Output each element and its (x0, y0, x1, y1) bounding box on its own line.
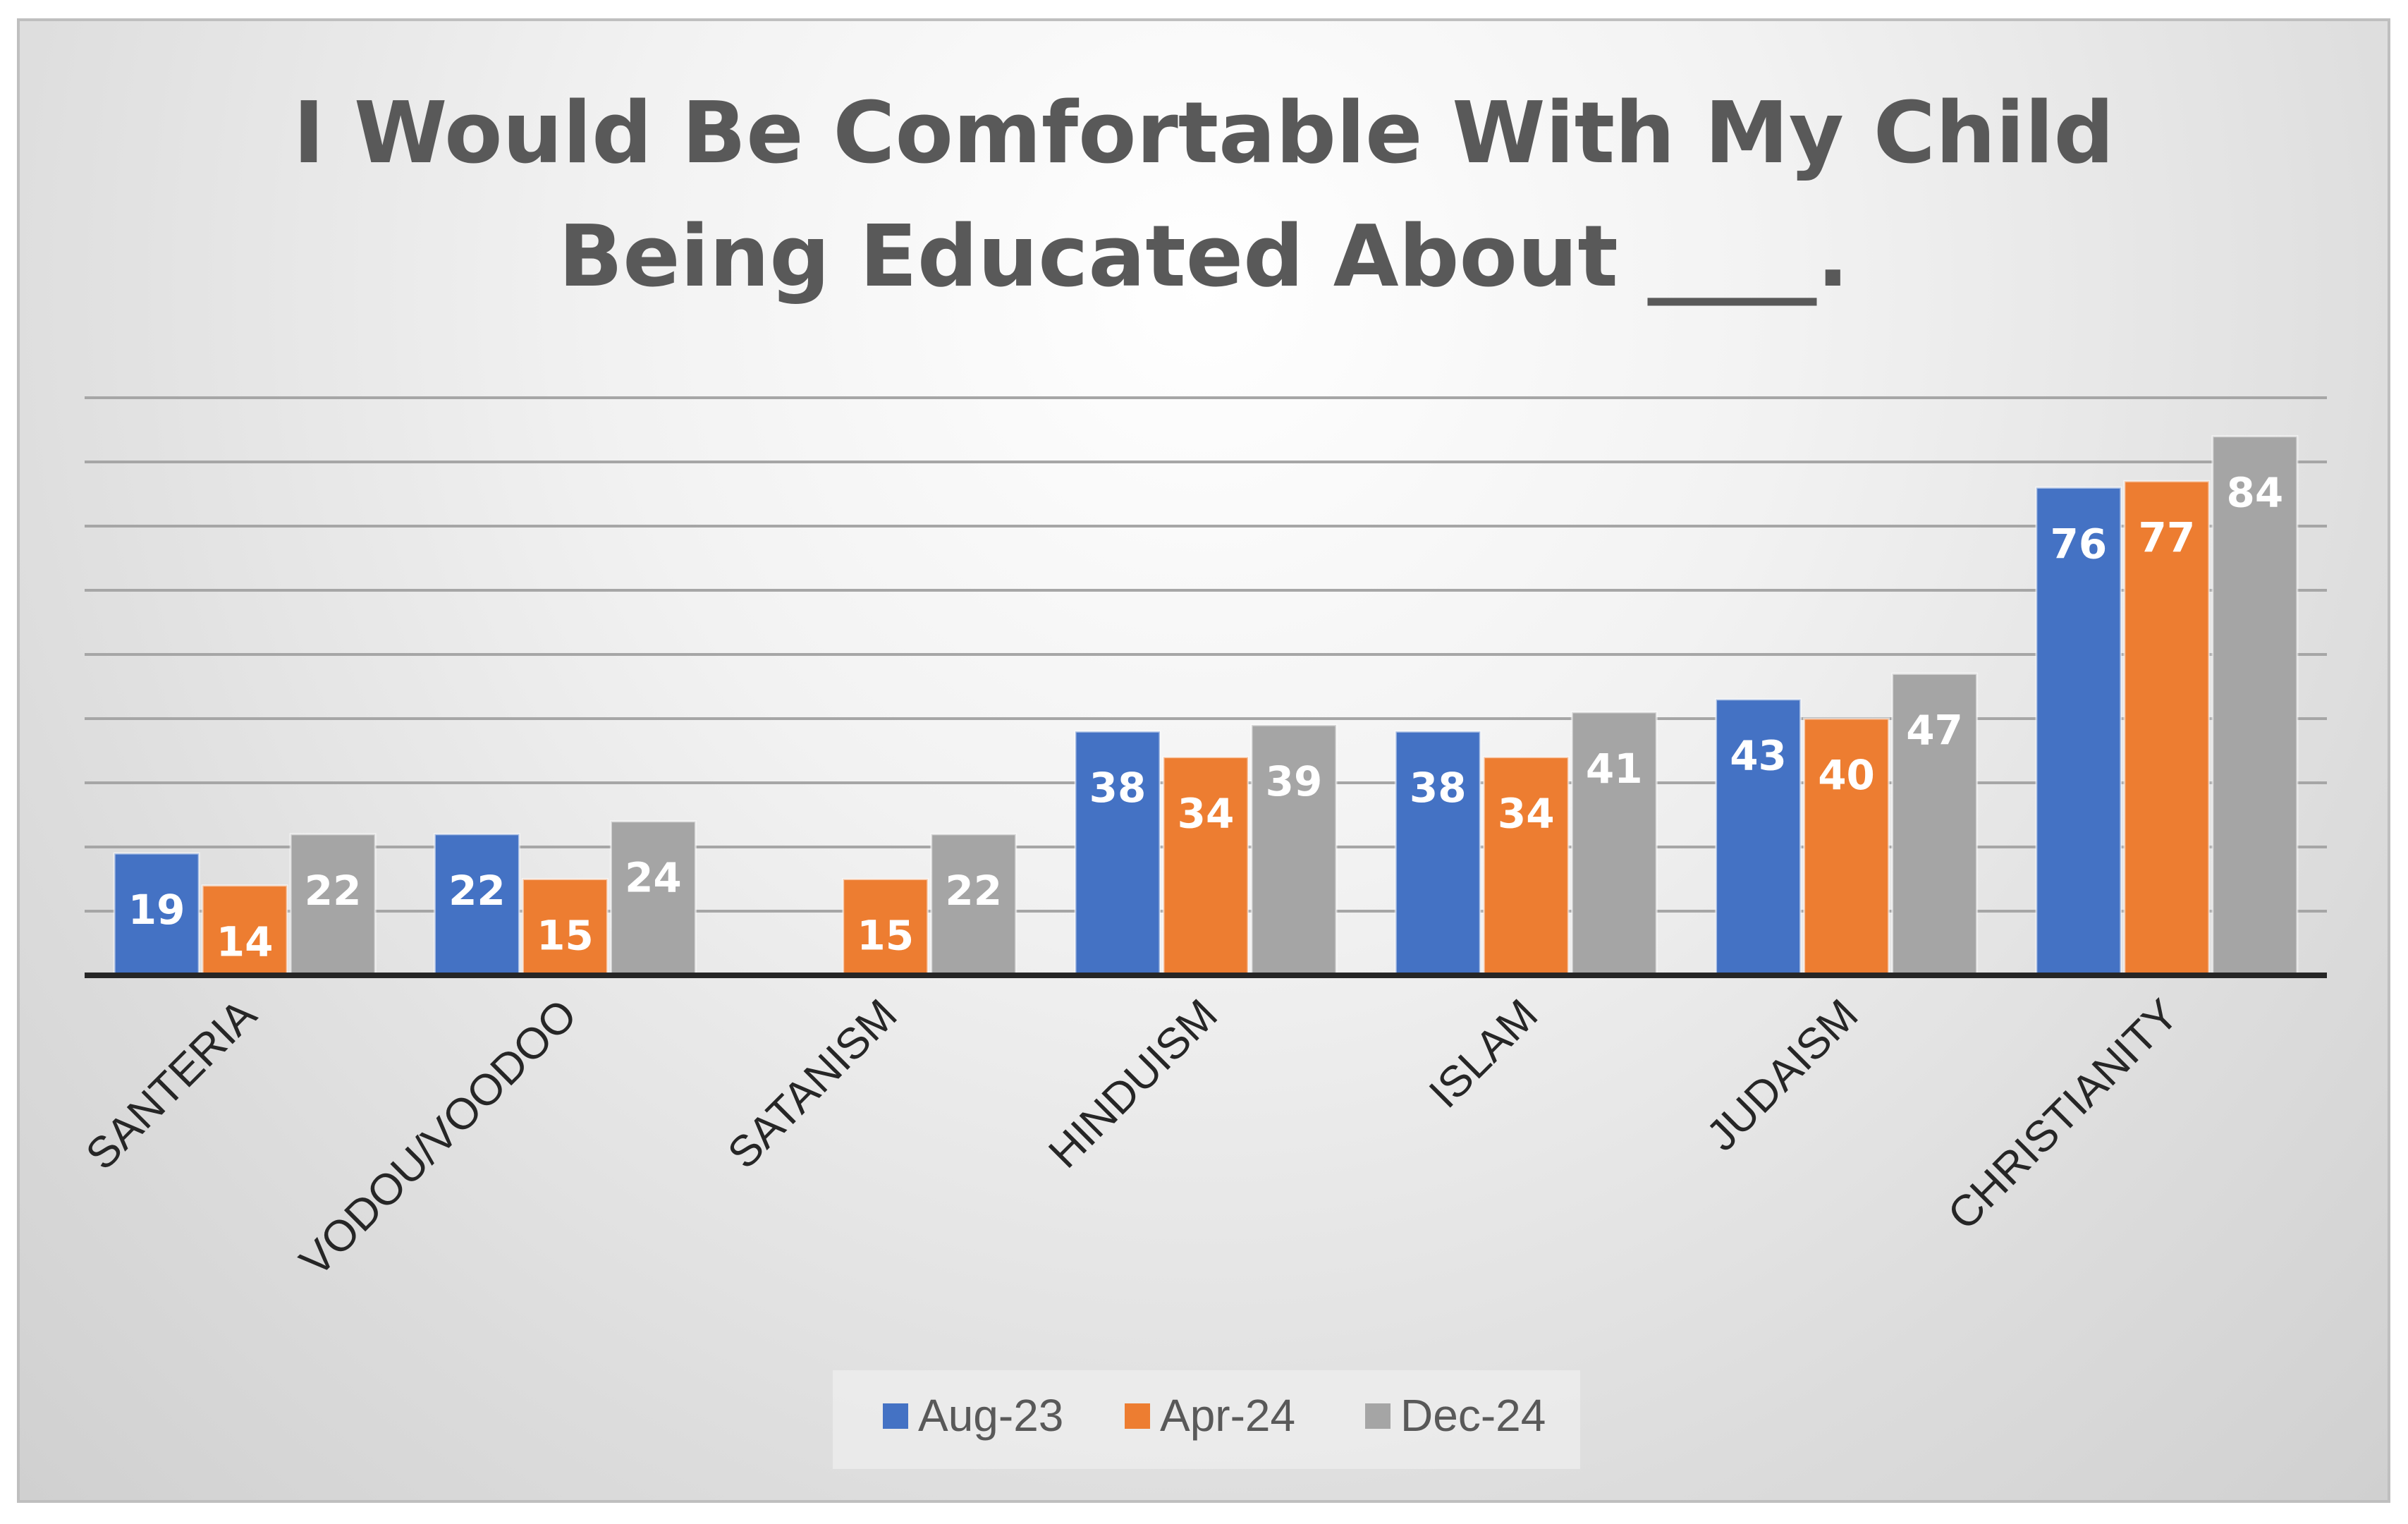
legend-label-dec-24: Dec-24 (1400, 1390, 1546, 1441)
bar-apr-24-islam (1482, 756, 1570, 977)
category-label: ISLAM (1420, 990, 1547, 1117)
bar-dec-24-christianity (2211, 435, 2299, 977)
data-label: 39 (1266, 757, 1323, 805)
category-label: JUDAISM (1697, 990, 1867, 1160)
bar-aug-23-islam (1394, 730, 1481, 977)
data-label: 22 (448, 867, 506, 915)
data-label: 14 (216, 918, 274, 966)
bar-aug-23-santeria (113, 852, 200, 977)
data-label: 34 (1178, 790, 1235, 838)
bar-dec-24-hinduism (1250, 724, 1338, 977)
legend-label-apr-24: Apr-24 (1160, 1390, 1295, 1441)
bar-dec-24-judaism (1891, 672, 1979, 977)
data-label: 22 (305, 867, 362, 915)
category-label: VODOU/VOODOO (291, 990, 586, 1286)
x-axis: SANTERIA VODOU/VOODOO SATANISM HINDUISM ISLA… (77, 973, 2327, 1286)
bar-dec-24-satanism (930, 833, 1017, 977)
data-label: 38 (1089, 764, 1147, 812)
bar-dec-24-vodou-voodoo (609, 820, 697, 977)
chart-frame: I Would Be Comfortable With My Child Bei… (17, 18, 2390, 1503)
bar-aug-23-christianity (2035, 486, 2122, 977)
data-label: 19 (128, 886, 185, 934)
data-label: 77 (2138, 513, 2195, 561)
legend-swatch-dec-24 (1365, 1403, 1391, 1429)
bars (113, 435, 2299, 977)
data-label: 76 (2050, 520, 2107, 568)
data-label: 22 (945, 867, 1002, 915)
chart-title-line-2: Being Educated About ____. (558, 208, 1849, 306)
legend-label-aug-23: Aug-23 (918, 1390, 1063, 1441)
category-label: SANTERIA (77, 990, 266, 1179)
legend-box (833, 1370, 1580, 1469)
legend-swatch-apr-24 (1125, 1403, 1150, 1429)
bar-apr-24-christianity (2123, 480, 2211, 977)
bar-aug-23-judaism (1715, 698, 1802, 977)
data-label: 15 (537, 912, 594, 960)
bar-apr-24-satanism (842, 878, 929, 977)
data-label: 43 (1730, 732, 1787, 780)
data-label: 15 (857, 912, 914, 960)
category-label: SATANISM (719, 990, 906, 1178)
data-label: 24 (625, 854, 682, 902)
data-label: 38 (1410, 764, 1467, 812)
chart-svg: I Would Be Comfortable With My Child Bei… (77, 85, 2327, 1469)
bar-dec-24-islam (1570, 711, 1658, 977)
legend-swatch-aug-23 (883, 1403, 908, 1429)
data-label: 47 (1906, 706, 1963, 754)
data-label: 40 (1818, 751, 1875, 799)
data-label: 84 (2226, 469, 2283, 517)
bar-aug-23-hinduism (1074, 730, 1161, 977)
bar-apr-24-judaism (1803, 717, 1890, 977)
chart-title-line-1: I Would Be Comfortable With My Child (293, 85, 2115, 183)
category-label: CHRISTIANITY (1938, 990, 2187, 1239)
data-label: 34 (1498, 790, 1555, 838)
chart-title: I Would Be Comfortable With My Child Bei… (293, 85, 2115, 306)
category-label: HINDUISM (1039, 990, 1227, 1178)
data-label: 41 (1586, 745, 1643, 793)
data-labels: 19 14 22 22 15 24 15 22 38 34 39 38 34 41 43 40 47 76 77 84 (128, 469, 2283, 966)
legend: Aug-23 Apr-24 Dec-24 (833, 1370, 1580, 1469)
